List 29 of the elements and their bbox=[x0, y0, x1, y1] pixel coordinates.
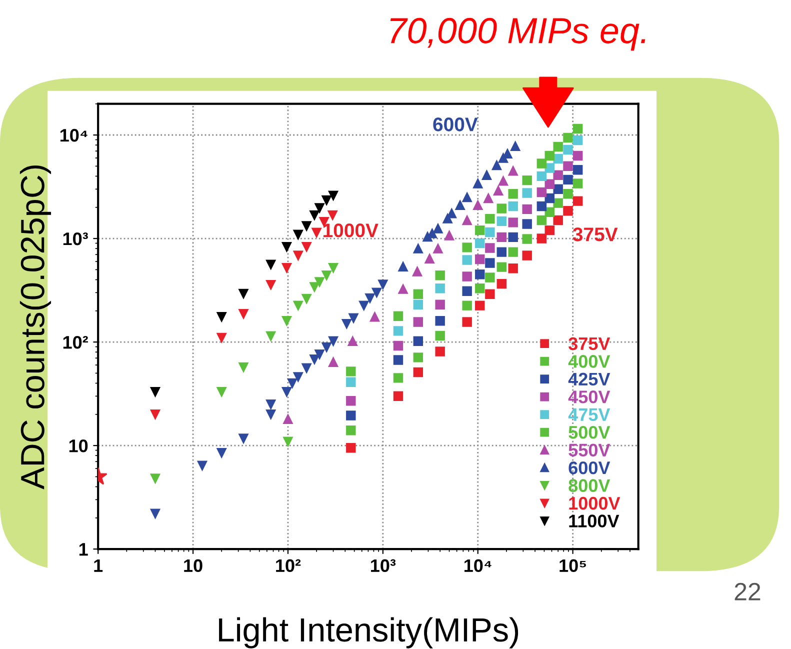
x-tick-label: 10³ bbox=[371, 559, 396, 572]
text: 70,000 MIPs eq. bbox=[390, 18, 646, 51]
annotation: 1000V bbox=[323, 224, 378, 238]
legend-label: 375V bbox=[568, 337, 610, 350]
legend-label: 450V bbox=[568, 390, 610, 404]
legend-label: 475V bbox=[568, 408, 610, 422]
text: 22 bbox=[734, 582, 760, 600]
y-axis-title: ADC counts(0.025pC) bbox=[20, 165, 52, 490]
legend-label: 800V bbox=[568, 479, 610, 492]
legend-label: 425V bbox=[568, 372, 610, 386]
legend-label: 550V bbox=[568, 444, 610, 456]
annotation: 375V bbox=[572, 228, 618, 242]
x-tick-label: 1 bbox=[94, 559, 103, 572]
y-tick-label: 10² bbox=[63, 336, 88, 349]
annotation: 600V bbox=[433, 118, 478, 132]
x-tick-label: 10 bbox=[184, 559, 202, 572]
legend-label: 600V bbox=[568, 461, 610, 474]
y-tick-label: 1 bbox=[79, 543, 88, 556]
legend-label: 1100V bbox=[569, 514, 620, 528]
x-tick-label: 10² bbox=[276, 559, 301, 572]
x-tick-label: 10⁴ bbox=[464, 559, 492, 572]
x-tick-label: 10⁵ bbox=[560, 559, 586, 572]
legend-label: 400V bbox=[568, 355, 610, 368]
x-axis-title: Light Intensity(MIPs) bbox=[219, 617, 518, 648]
y-tick-label: 10 bbox=[69, 439, 88, 452]
legend-label: 1000V bbox=[569, 496, 620, 510]
legend-label: 500V bbox=[568, 426, 610, 439]
y-tick-label: 10³ bbox=[63, 232, 88, 246]
y-tick-label: 10⁴ bbox=[60, 128, 88, 142]
